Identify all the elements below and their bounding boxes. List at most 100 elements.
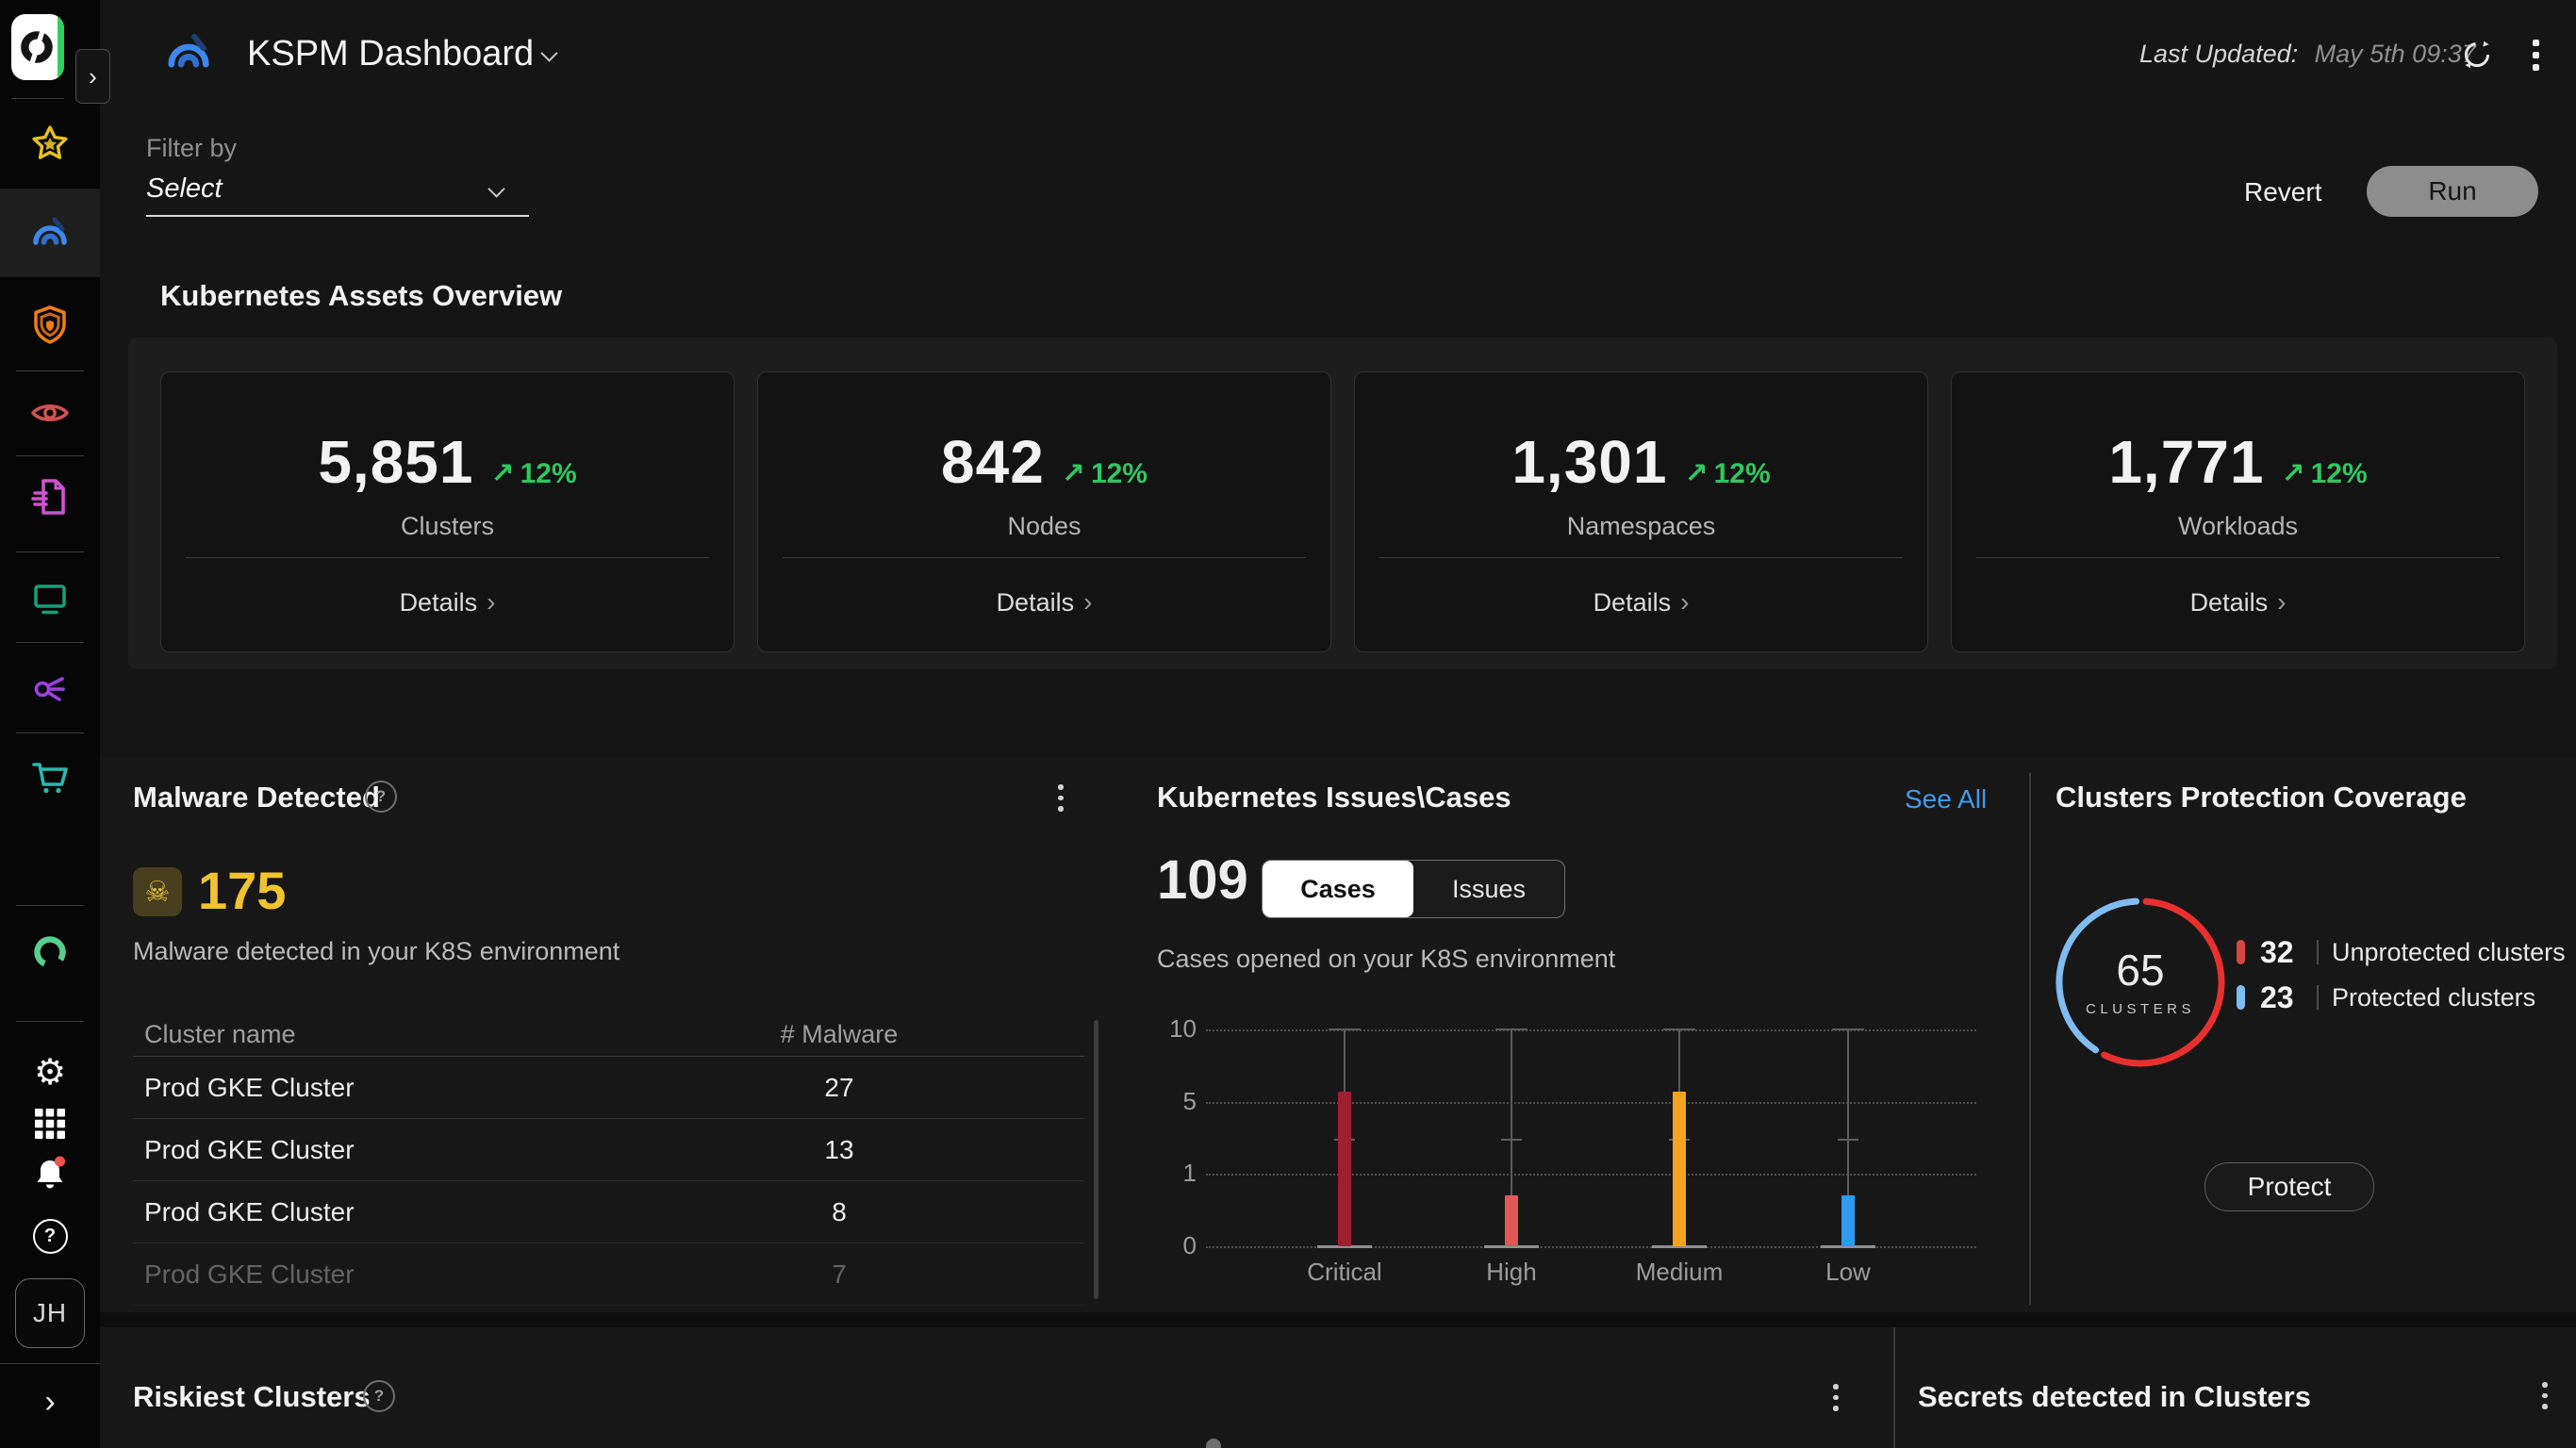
coverage-legend: 32 Unprotected clusters 23 Protected cluste… xyxy=(2237,930,2566,1020)
details-label: Details xyxy=(996,588,1075,617)
bar-pedestal xyxy=(1652,1245,1707,1248)
cart-icon xyxy=(32,763,68,794)
malware-count-cell: 13 xyxy=(824,1135,854,1164)
chevron-right-icon: › xyxy=(89,61,97,90)
help-icon: ? xyxy=(32,1218,68,1254)
rail-divider xyxy=(0,1363,100,1364)
bar-pedestal xyxy=(1317,1245,1372,1248)
sidebar-item-endpoints[interactable] xyxy=(28,577,72,620)
details-link[interactable]: Details › xyxy=(1952,587,2524,617)
details-link[interactable]: Details › xyxy=(161,587,734,617)
severity-bar xyxy=(1841,1195,1855,1246)
riskiest-kebab-menu[interactable] xyxy=(1827,1378,1844,1417)
card-delta: ↗ 12% xyxy=(1062,457,1148,490)
donut-center-label: CLUSTERS xyxy=(2085,1001,2196,1017)
sidebar-item-kspm-active[interactable] xyxy=(28,211,72,255)
user-avatar[interactable]: JH xyxy=(15,1278,85,1348)
title-dropdown[interactable] xyxy=(540,44,558,64)
card-divider xyxy=(1379,557,1903,558)
table-header-divider xyxy=(133,1056,1084,1057)
chevron-right-icon: › xyxy=(487,587,496,617)
kspm-arc-icon xyxy=(168,33,209,68)
details-link[interactable]: Details › xyxy=(1355,587,1927,617)
whisker-mid-tick xyxy=(1501,1138,1522,1141)
sidebar-item-security[interactable] xyxy=(28,304,72,347)
malware-help-icon[interactable]: ? xyxy=(365,781,397,813)
chevron-right-icon: › xyxy=(2277,587,2287,617)
delta-up-icon: ↗ xyxy=(490,457,515,490)
sidebar-expand-handle[interactable]: › xyxy=(75,49,110,104)
scroll-peek-dot xyxy=(1206,1439,1221,1448)
toggle-cases[interactable]: Cases xyxy=(1263,861,1413,917)
chart-gridline xyxy=(1206,1101,1976,1104)
malware-count-cell: 8 xyxy=(832,1197,847,1226)
sidebar-item-help[interactable]: ? xyxy=(28,1214,72,1258)
rail-divider xyxy=(16,455,84,456)
see-all-link[interactable]: See All xyxy=(1905,784,1988,814)
delta-value: 12% xyxy=(1090,458,1148,489)
header-kebab-menu[interactable] xyxy=(2527,34,2545,76)
run-button[interactable]: Run xyxy=(2367,166,2538,217)
legend-value: 32 xyxy=(2260,934,2294,969)
legend-label: Unprotected clusters xyxy=(2332,937,2566,966)
protect-button[interactable]: Protect xyxy=(2204,1162,2374,1211)
sidebar-item-connections[interactable] xyxy=(28,666,72,710)
issues-subtitle: Cases opened on your K8S environment xyxy=(1157,945,1616,973)
malware-kebab-menu[interactable] xyxy=(1052,779,1069,817)
toggle-issues[interactable]: Issues xyxy=(1451,874,1527,903)
sidebar-item-favorites[interactable] xyxy=(28,123,72,166)
malware-count-cell: 27 xyxy=(824,1073,854,1102)
table-row[interactable]: Prod GKE Cluster 7 xyxy=(133,1243,1084,1306)
sidebar-item-protect[interactable] xyxy=(28,930,72,974)
asset-card: 1,771 ↗ 12% Workloads Details › xyxy=(1951,371,2525,652)
card-number-row: 5,851 ↗ 12% xyxy=(161,427,734,497)
malware-table-scrollbar[interactable] xyxy=(1094,1020,1098,1299)
details-label: Details xyxy=(1593,588,1672,617)
star-icon xyxy=(32,125,68,159)
grid-icon xyxy=(35,1109,65,1139)
whisker-line xyxy=(1511,1029,1512,1246)
document-icon xyxy=(31,479,65,515)
card-divider xyxy=(783,557,1306,558)
assets-cards-row: 5,851 ↗ 12% Clusters Details › 842 ↗ 12% Nodes Det… xyxy=(128,337,2557,652)
card-divider xyxy=(1976,557,2500,558)
revert-button[interactable]: Revert xyxy=(2244,177,2322,206)
bell-icon xyxy=(37,1156,65,1189)
filter-select[interactable]: Select xyxy=(146,172,529,217)
malware-title: Malware Detected xyxy=(133,781,380,814)
sidebar-active-highlight xyxy=(0,189,100,277)
app-logo[interactable] xyxy=(11,14,64,80)
sidebar-item-detections[interactable] xyxy=(28,391,72,435)
issues-bar-chart: 0 1 5 10 Critical High Medium Low xyxy=(1157,999,2029,1286)
bar-pedestal xyxy=(1484,1245,1539,1248)
bar-pedestal xyxy=(1821,1245,1875,1248)
riskiest-help-icon[interactable]: ? xyxy=(363,1380,395,1412)
chevron-right-icon: › xyxy=(44,1383,56,1420)
sidebar-item-settings[interactable]: ⚙ xyxy=(28,1050,72,1094)
table-header-malware-count: # Malware xyxy=(780,1020,899,1048)
details-link[interactable]: Details › xyxy=(758,587,1330,617)
malware-count: 175 xyxy=(198,861,287,920)
sidebar-item-apps[interactable] xyxy=(28,1102,72,1145)
sidebar-item-notifications[interactable] xyxy=(28,1152,72,1195)
y-tick-label: 10 xyxy=(1169,1014,1197,1043)
cluster-name-cell: Prod GKE Cluster xyxy=(144,1197,355,1226)
table-row[interactable]: Prod GKE Cluster 8 xyxy=(133,1181,1084,1243)
legend-separator xyxy=(2317,985,2319,1010)
whisker-cap xyxy=(1329,1028,1361,1030)
table-row[interactable]: Prod GKE Cluster 27 xyxy=(133,1057,1084,1119)
table-row[interactable]: Prod GKE Cluster 13 xyxy=(133,1119,1084,1181)
legend-separator xyxy=(2317,940,2319,964)
secrets-kebab-menu[interactable] xyxy=(2536,1376,2553,1415)
sidebar-item-reports[interactable] xyxy=(28,475,72,518)
x-category-label: Medium xyxy=(1635,1258,1724,1286)
cluster-name-cell: Prod GKE Cluster xyxy=(144,1073,355,1102)
chevron-right-icon: › xyxy=(1083,587,1093,617)
assets-overview-title: Kubernetes Assets Overview xyxy=(160,279,563,312)
sidebar-collapse-toggle[interactable]: › xyxy=(28,1380,72,1423)
refresh-button[interactable] xyxy=(2458,36,2496,78)
sidebar-item-marketplace[interactable] xyxy=(28,756,72,799)
rail-divider xyxy=(16,642,84,643)
card-label: Namespaces xyxy=(1566,512,1716,540)
table-header-cluster-name: Cluster name xyxy=(144,1020,296,1048)
